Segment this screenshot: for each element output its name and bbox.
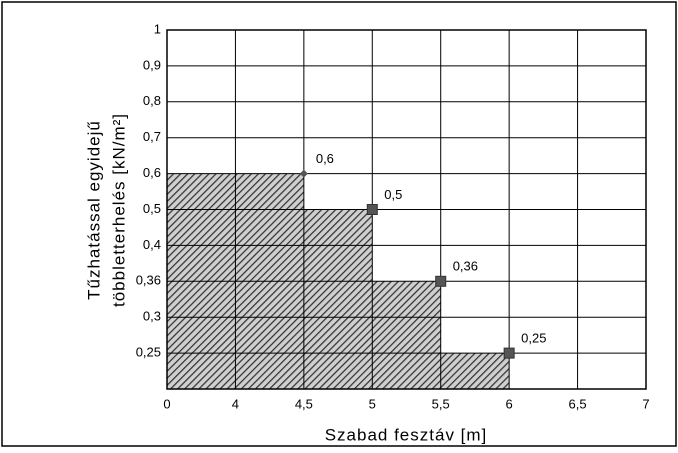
x-tick-label: 5,5: [432, 396, 450, 411]
y-tick-label: 0,5: [143, 201, 161, 216]
data-label: 0,36: [453, 259, 478, 274]
y-tick-label: 1: [154, 21, 161, 36]
y-tick-label: 0,6: [143, 165, 161, 180]
marker: [366, 204, 378, 215]
y-tick-label: 0,9: [143, 57, 161, 72]
x-tick-label: 7: [642, 396, 649, 411]
y-tick-label: 0,4: [143, 237, 161, 252]
data-label: 0,6: [316, 151, 334, 166]
x-tick-label: 4,5: [295, 396, 313, 411]
marker: [503, 347, 515, 359]
marker: [435, 275, 447, 287]
y-axis-title: Tűzhatással egyidejű: [84, 120, 103, 300]
x-tick-label: 0: [163, 396, 170, 411]
plot-border: [166, 29, 647, 390]
data-label: 0,25: [521, 331, 546, 346]
y-tick-label: 0,7: [143, 129, 161, 144]
x-tick-label: 4: [232, 396, 239, 411]
y-tick-label: 0,36: [136, 273, 161, 288]
x-tick-label: 6,5: [569, 396, 587, 411]
x-tick-label: 5: [369, 396, 376, 411]
y-tick-label: 0,8: [143, 93, 161, 108]
data-label: 0,5: [384, 187, 402, 202]
y-axis-title: többletterhelés [kN/m²]: [109, 113, 128, 307]
x-tick-label: 6: [506, 396, 513, 411]
x-axis-title: Szabad fesztáv [m]: [325, 425, 488, 444]
y-tick-label: 0,25: [136, 345, 161, 360]
y-tick-label: 0,3: [143, 309, 161, 324]
marker: [299, 169, 308, 178]
